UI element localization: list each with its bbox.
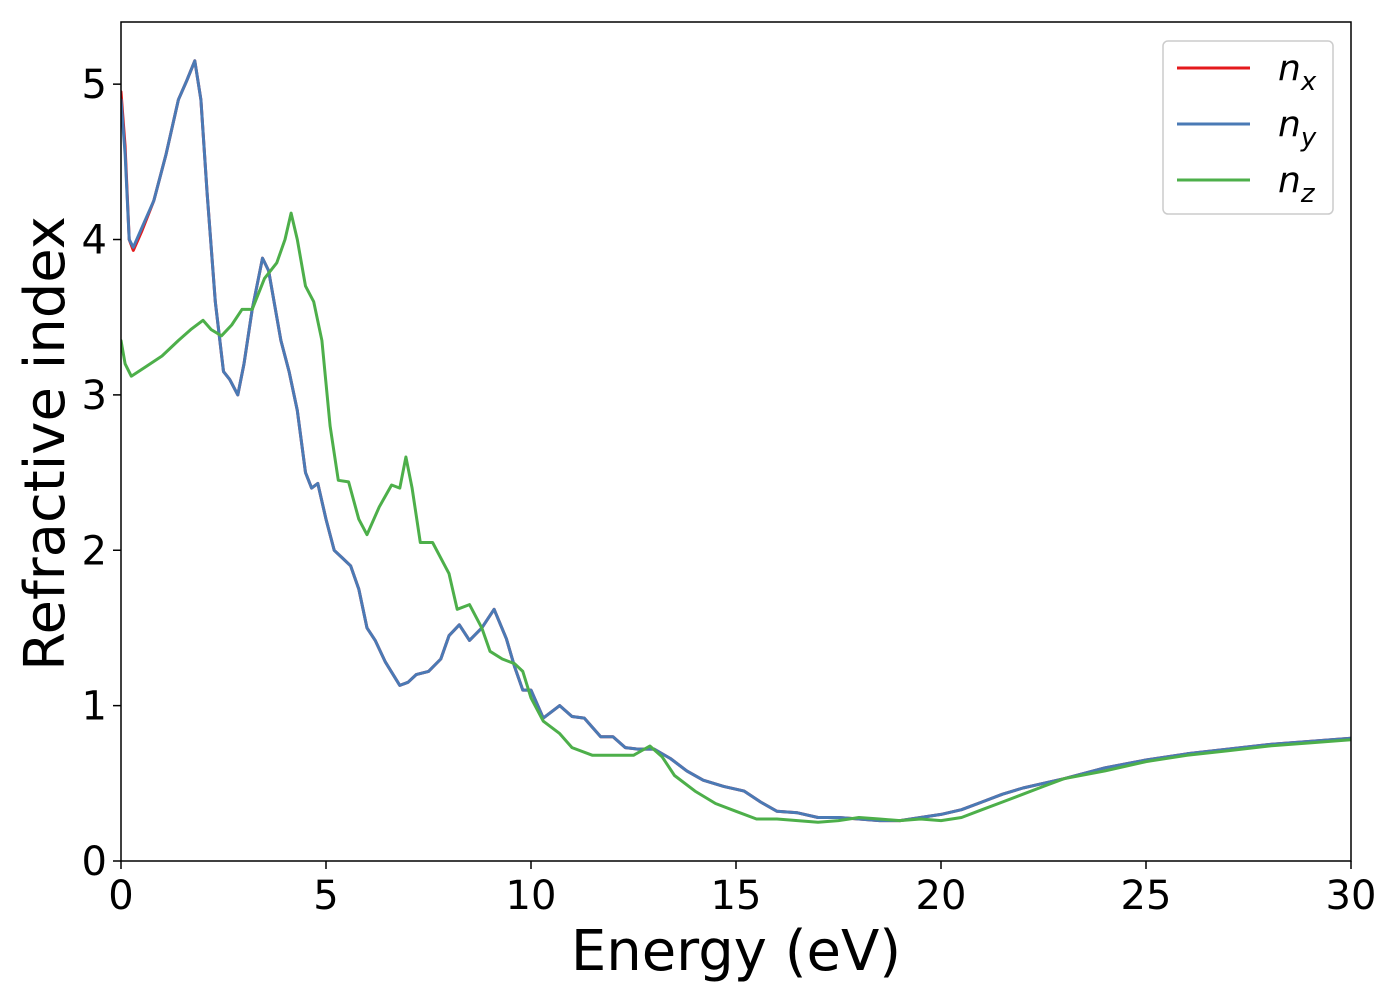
- y-tick-label: 4: [82, 218, 107, 264]
- x-tick-label: 15: [711, 873, 762, 919]
- y-tick-label: 0: [82, 839, 107, 885]
- legend-label-n-x: nx: [1278, 48, 1317, 97]
- x-tick-label: 5: [313, 873, 338, 919]
- y-tick-label: 1: [82, 684, 107, 730]
- y-tick-label: 3: [82, 373, 107, 419]
- y-axis-label: Refractive index: [13, 216, 78, 671]
- x-tick-label: 25: [1121, 873, 1172, 919]
- legend-label-n-y: ny: [1278, 104, 1317, 153]
- y-tick-label: 5: [82, 62, 107, 108]
- legend: nx ny nz: [1162, 40, 1334, 215]
- x-tick-label: 0: [108, 873, 133, 919]
- series-layer: [121, 59, 1351, 824]
- ticks-layer: 0 5 10 15 20 25 30 0 1 2 3 4 5: [82, 62, 1377, 919]
- legend-box: [1162, 40, 1334, 215]
- series-line-n-z: [121, 211, 1351, 824]
- x-axis-label: Energy (eV): [571, 919, 901, 984]
- legend-label-n-z: nz: [1278, 160, 1316, 209]
- x-tick-label: 10: [506, 873, 557, 919]
- x-tick-label: 30: [1326, 873, 1377, 919]
- y-tick-label: 2: [82, 528, 107, 574]
- x-tick-label: 20: [916, 873, 967, 919]
